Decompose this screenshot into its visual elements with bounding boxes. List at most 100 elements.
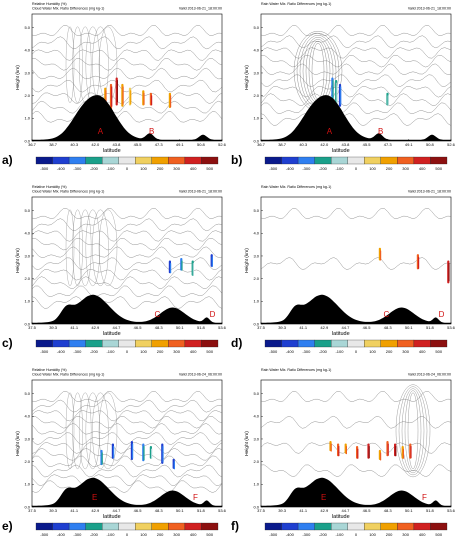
colorbar-swatch: [184, 156, 202, 165]
colorbar-swatch: [380, 339, 398, 348]
colorbar-swatch: [52, 339, 70, 348]
colorbar-label: 200: [157, 349, 164, 354]
marker-B: B: [149, 127, 154, 136]
x-tick-label: 38.7: [49, 142, 58, 147]
x-tick-label: 49.1: [405, 142, 414, 147]
colorbar-swatch: [364, 339, 381, 348]
colorbar-swatch: [85, 156, 103, 165]
colorbar-label: -500: [269, 532, 278, 537]
x-tick-label: 44.7: [113, 325, 122, 330]
colorbar-label: 100: [140, 532, 147, 537]
colorbar-label: 100: [140, 166, 147, 171]
title-right-1: Valid 2013-06-24_06:00:00: [179, 373, 222, 377]
colorbar-swatch: [68, 522, 86, 531]
colorbar-label: -200: [90, 532, 99, 537]
colorbar-swatch: [85, 522, 103, 531]
x-axis-label: latitude: [332, 514, 350, 520]
panel-f: Rain Water Mix. Ratio Differences (mg kg…: [229, 366, 457, 549]
colorbar-swatch: [135, 522, 152, 531]
y-axis-label: Height (km): [244, 431, 250, 456]
x-tick-label: 39.3: [49, 325, 58, 330]
colorbar-swatch: [430, 522, 448, 531]
terrain: [261, 477, 451, 507]
colorbar-swatch: [102, 339, 119, 348]
panel-plot-c: Relative Humidity (%)Cloud Water Mix. Ra…: [15, 185, 227, 354]
x-tick-label: 37.5: [257, 508, 266, 513]
colorbar-label: 400: [190, 349, 197, 354]
x-tick-label: 42.0: [91, 142, 100, 147]
panel-plot-d: Rain Water Mix. Ratio Differences (mg kg…: [244, 185, 456, 354]
y-tick-label: 0.0: [24, 504, 30, 509]
colorbar-label: -100: [335, 166, 344, 171]
colorbar-label: 200: [386, 532, 393, 537]
y-tick-label: 1.0: [24, 299, 30, 304]
terrain: [261, 95, 451, 141]
x-tick-label: 47.3: [384, 142, 393, 147]
colorbar-label: 500: [206, 349, 213, 354]
y-tick-label: 0.0: [24, 321, 30, 326]
marker-E: E: [321, 493, 326, 502]
y-tick-label: 3.0: [253, 253, 259, 258]
terrain: [261, 294, 451, 324]
y-tick-label: 4.0: [24, 48, 30, 53]
x-tick-label: 53.6: [218, 508, 227, 513]
title-left-2: Cloud Water Mix. Ratio Differences (mg k…: [32, 7, 104, 11]
colorbar-label: 500: [435, 166, 442, 171]
x-tick-label: 42.9: [320, 325, 329, 330]
colorbar-swatch: [297, 339, 315, 348]
colorbar-swatch: [380, 156, 398, 165]
colorbar-swatch: [264, 156, 282, 165]
colorbar-swatch: [413, 156, 431, 165]
y-tick-label: 3.0: [24, 70, 30, 75]
x-tick-label: 53.6: [447, 508, 456, 513]
x-axis-label: latitude: [332, 331, 350, 337]
x-tick-label: 42.9: [320, 508, 329, 513]
colorbar-label: -100: [106, 166, 115, 171]
title-right-1: Valid 2013-06-24_06:00:00: [408, 373, 451, 377]
y-tick-label: 5.0: [253, 208, 259, 213]
y-tick-label: 0.0: [24, 138, 30, 143]
y-tick-label: 4.0: [253, 414, 259, 419]
colorbar-label: 200: [386, 349, 393, 354]
title-left-1: Rain Water Mix. Ratio Differences (mg kg…: [261, 2, 331, 6]
x-tick-label: 41.1: [299, 325, 308, 330]
colorbar-label: 300: [173, 349, 180, 354]
x-tick-label: 50.8: [197, 142, 206, 147]
colorbar-label: 200: [386, 166, 393, 171]
colorbar-swatch: [314, 522, 332, 531]
colorbar-label: 400: [419, 349, 426, 354]
marker-E: E: [92, 493, 97, 502]
marker-D: D: [210, 310, 216, 319]
x-tick-label: 48.3: [155, 325, 164, 330]
colorbar-label: -500: [40, 166, 49, 171]
colorbar-swatch: [364, 156, 381, 165]
colorbar-label: 400: [190, 166, 197, 171]
x-tick-label: 51.8: [197, 325, 206, 330]
colorbar-label: 500: [435, 532, 442, 537]
colorbar-swatch: [297, 522, 315, 531]
x-tick-label: 46.5: [134, 325, 143, 330]
x-tick-label: 48.3: [384, 325, 393, 330]
x-tick-label: 36.7: [28, 142, 37, 147]
title-right-1: Valid 2013-06-21_18:00:00: [179, 7, 222, 11]
colorbar-swatch: [151, 522, 169, 531]
colorbar-swatch: [35, 339, 53, 348]
colorbar-swatch: [68, 156, 86, 165]
panel-label-a: a): [2, 153, 13, 167]
title-right-1: Valid 2013-06-21_18:00:00: [408, 7, 451, 11]
colorbar-label: -200: [90, 349, 99, 354]
y-tick-label: 3.0: [24, 253, 30, 258]
x-tick-label: 37.5: [28, 325, 37, 330]
colorbar-swatch: [314, 156, 332, 165]
x-axis-label: latitude: [103, 331, 121, 337]
panel-plot-f: Rain Water Mix. Ratio Differences (mg kg…: [244, 368, 456, 537]
y-tick-label: 4.0: [24, 231, 30, 236]
x-tick-label: 42.9: [91, 325, 100, 330]
colorbar-swatch: [413, 522, 431, 531]
y-tick-label: 2.0: [24, 93, 30, 98]
colorbar-swatch: [347, 522, 365, 531]
marker-C: C: [155, 310, 161, 319]
y-tick-label: 2.0: [253, 276, 259, 281]
y-tick-label: 5.0: [24, 208, 30, 213]
colorbar-label: 500: [206, 166, 213, 171]
